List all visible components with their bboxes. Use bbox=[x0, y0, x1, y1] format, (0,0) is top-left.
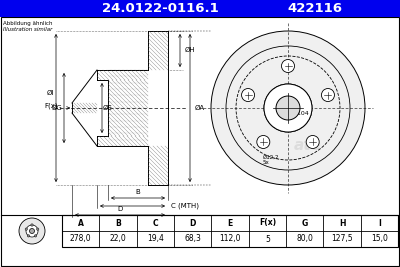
Text: 278,0: 278,0 bbox=[70, 234, 92, 244]
Text: C (MTH): C (MTH) bbox=[171, 203, 199, 209]
Text: 24.0122-0116.1: 24.0122-0116.1 bbox=[102, 2, 218, 15]
Text: Abbildung ähnlich: Abbildung ähnlich bbox=[3, 21, 52, 26]
Text: 127,5: 127,5 bbox=[331, 234, 353, 244]
Circle shape bbox=[31, 224, 33, 226]
Text: ØH: ØH bbox=[185, 47, 196, 53]
Text: 19,4: 19,4 bbox=[147, 234, 164, 244]
Text: H: H bbox=[339, 218, 345, 227]
Circle shape bbox=[306, 135, 319, 148]
Text: G: G bbox=[302, 218, 308, 227]
Text: B: B bbox=[136, 189, 140, 195]
Text: ØA: ØA bbox=[195, 105, 205, 111]
Circle shape bbox=[242, 89, 254, 101]
Text: 5x: 5x bbox=[263, 160, 270, 165]
Text: D: D bbox=[190, 218, 196, 227]
Text: ate: ate bbox=[294, 139, 322, 154]
Text: 80,0: 80,0 bbox=[296, 234, 313, 244]
Circle shape bbox=[25, 228, 28, 230]
Bar bbox=[62, 215, 398, 247]
Text: B: B bbox=[115, 218, 121, 227]
Text: ØE: ØE bbox=[103, 105, 113, 111]
Circle shape bbox=[34, 235, 37, 237]
Text: E: E bbox=[227, 218, 233, 227]
Circle shape bbox=[257, 135, 270, 148]
Circle shape bbox=[27, 235, 30, 237]
Text: Ø12,2: Ø12,2 bbox=[263, 155, 280, 160]
Circle shape bbox=[211, 31, 365, 185]
Text: 68,3: 68,3 bbox=[184, 234, 201, 244]
Text: 422116: 422116 bbox=[288, 2, 342, 15]
Text: A: A bbox=[78, 218, 84, 227]
Bar bbox=[0, 0, 400, 17]
Circle shape bbox=[282, 60, 294, 73]
Circle shape bbox=[276, 96, 300, 120]
Text: ØG: ØG bbox=[51, 105, 62, 111]
Text: Illustration similar: Illustration similar bbox=[3, 27, 52, 32]
Text: Ø104: Ø104 bbox=[293, 111, 310, 116]
Circle shape bbox=[264, 84, 312, 132]
Text: ØI: ØI bbox=[47, 90, 54, 96]
Text: 112,0: 112,0 bbox=[219, 234, 241, 244]
Circle shape bbox=[26, 225, 38, 237]
Text: D: D bbox=[117, 206, 123, 212]
Text: 5: 5 bbox=[265, 234, 270, 244]
Circle shape bbox=[322, 89, 334, 101]
Text: I: I bbox=[378, 218, 381, 227]
Text: 15,0: 15,0 bbox=[371, 234, 388, 244]
Circle shape bbox=[19, 218, 45, 244]
Text: 22,0: 22,0 bbox=[110, 234, 126, 244]
Circle shape bbox=[30, 229, 34, 234]
Text: F(x): F(x) bbox=[44, 103, 58, 109]
Circle shape bbox=[36, 228, 39, 230]
Text: C: C bbox=[152, 218, 158, 227]
Text: F(x): F(x) bbox=[259, 218, 276, 227]
